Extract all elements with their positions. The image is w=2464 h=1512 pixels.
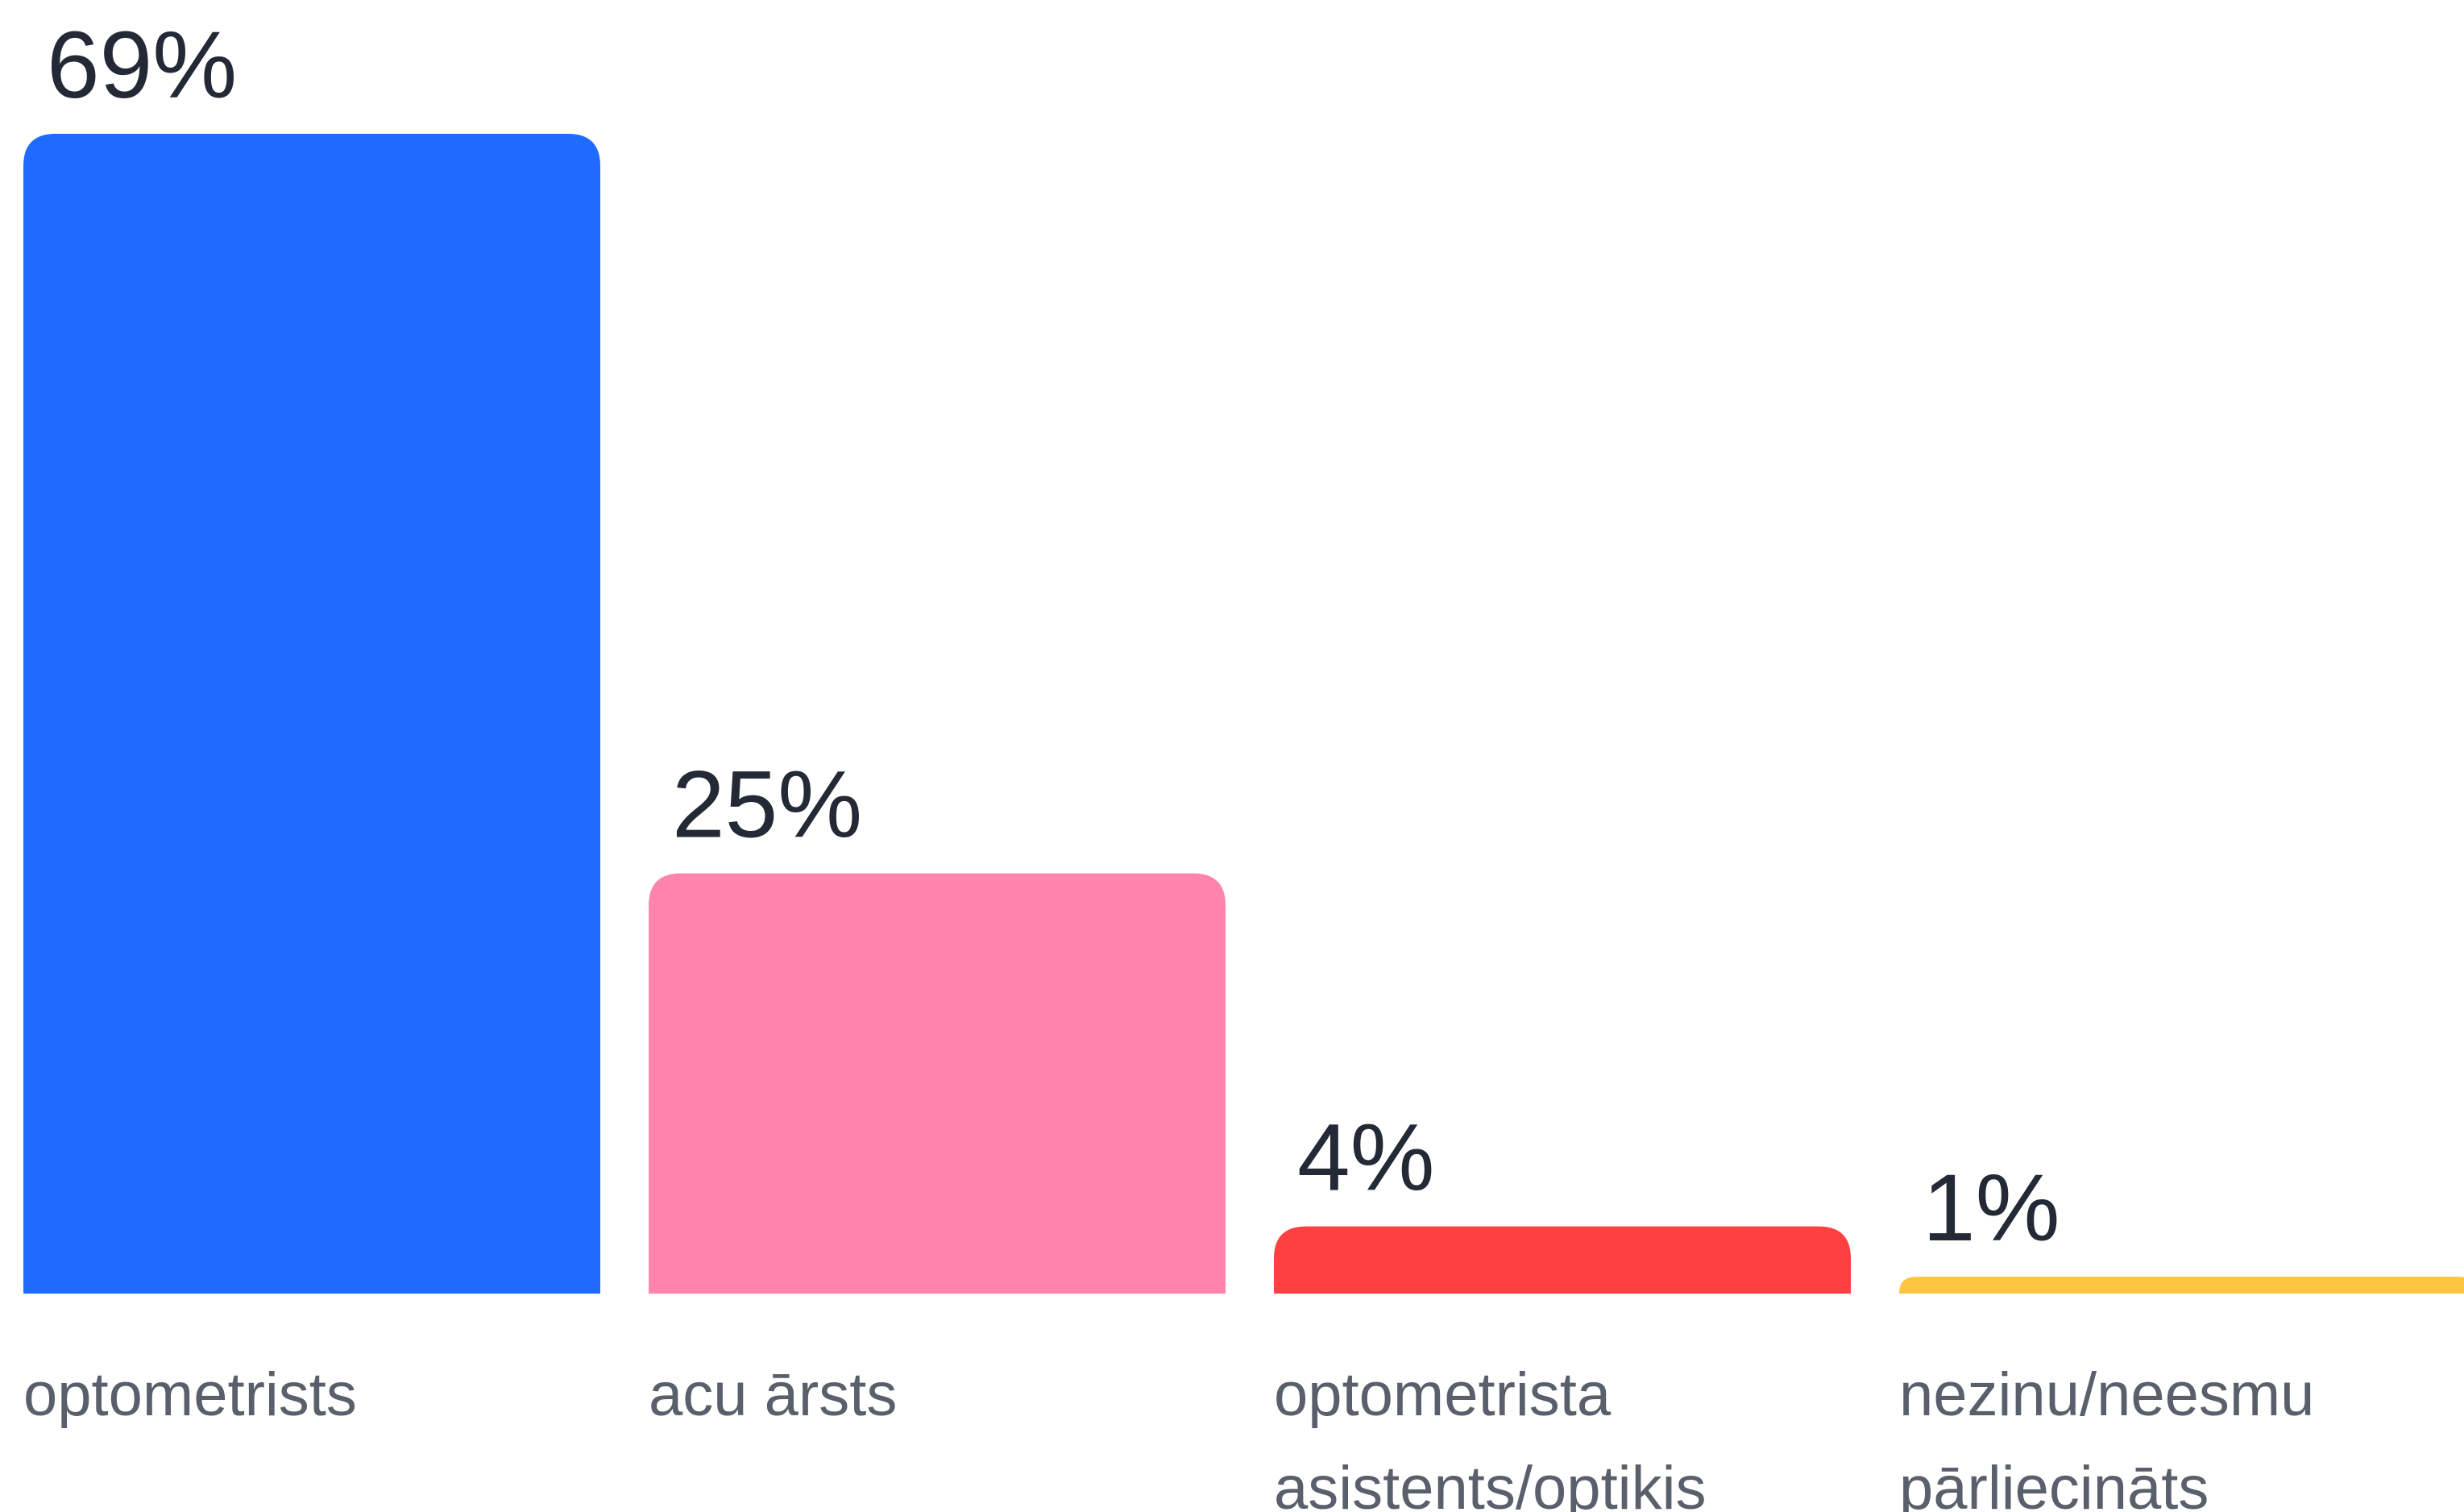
- value-label: 25%: [672, 752, 862, 858]
- category-label: optometrista asistents/optiķis: [1274, 1360, 1707, 1512]
- bar: [1274, 1226, 1851, 1294]
- bar: [1899, 1277, 2464, 1294]
- category-label: acu ārsts: [649, 1360, 898, 1429]
- category-label: optometrists: [23, 1360, 357, 1429]
- value-label: 1%: [1923, 1155, 2060, 1261]
- value-label: 69%: [47, 12, 237, 118]
- bar: [23, 134, 600, 1294]
- bar: [649, 873, 1226, 1294]
- value-label: 4%: [1297, 1105, 1435, 1211]
- category-label: nezinu/neesmu pārliecināts: [1899, 1360, 2315, 1512]
